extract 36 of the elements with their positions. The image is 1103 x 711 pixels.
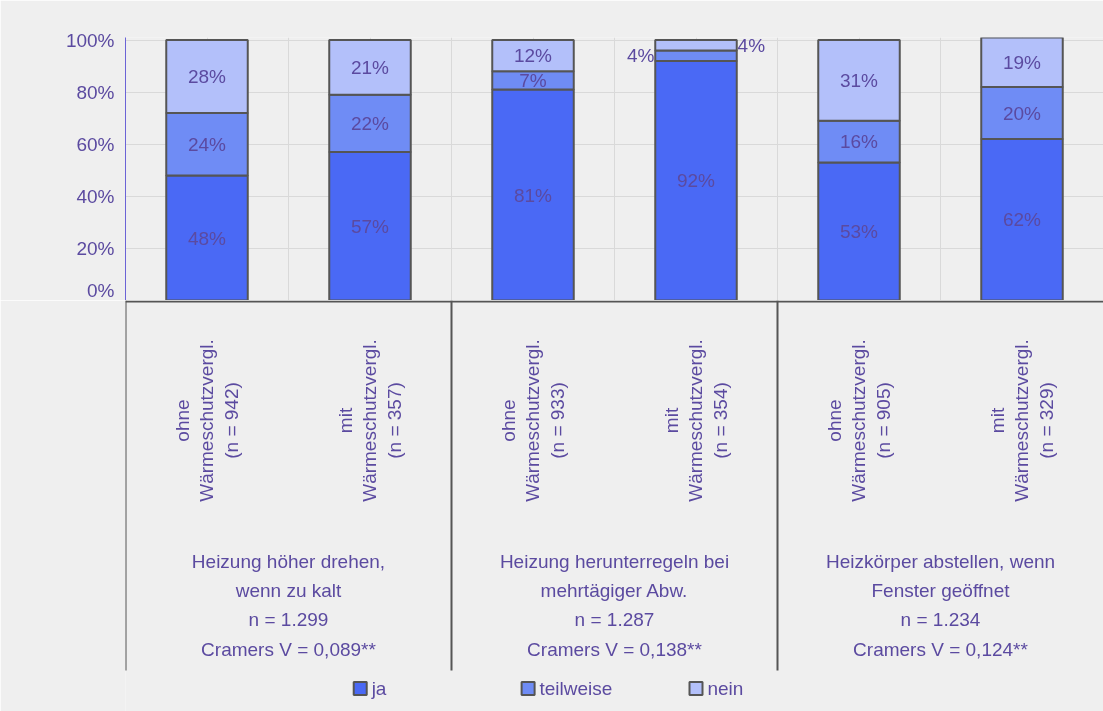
data-label: 53% — [839, 221, 879, 242]
data-label: 81% — [513, 184, 553, 206]
data-label: 19% — [1002, 51, 1042, 73]
data-label: 28% — [187, 66, 227, 88]
text: Heizkörper abstellen, wenn Fenster geöffnet n = 1.234 Cramers V = 0,124** — [825, 550, 1056, 660]
y-tick-label: 20% — [76, 237, 115, 259]
text: Heizung herunterregeln bei mehrtägiger Abw. n = 1.287 Cramers V = 0,138** — [499, 550, 730, 660]
x-tick-label: ohne Wärmeschutzvergl. (n = 905) — [824, 339, 894, 502]
y-tick-label: 0% — [87, 279, 115, 301]
text: Heizung höher drehen, wenn zu kalt n = 1.299 Cramers V = 0,089** — [191, 550, 386, 660]
x-tick-label: mit Wärmeschutzvergl. (n = 329) — [987, 339, 1057, 502]
data-label: 20% — [1002, 102, 1042, 124]
data-label: 48% — [187, 227, 227, 249]
data-label: 12% — [513, 45, 553, 67]
data-label: 16% — [839, 131, 879, 153]
y-tick-label: 60% — [76, 133, 115, 155]
x-tick-label: mit Wärmeschutzvergl. (n = 357) — [335, 339, 405, 502]
data-label: 22% — [350, 112, 390, 134]
y-tick-label: 80% — [76, 81, 115, 103]
y-tick-label: 40% — [76, 185, 115, 207]
legend-label: nein — [707, 678, 744, 699]
data-label: 57% — [350, 215, 390, 237]
data-label: 24% — [187, 133, 227, 155]
data-label: 31% — [839, 69, 879, 91]
x-tick-label: ohne Wärmeschutzvergl. (n = 942) — [172, 339, 242, 502]
data-label: 21% — [350, 56, 390, 78]
data-label: 4% — [626, 45, 655, 67]
data-label: 4% — [737, 34, 766, 56]
data-label: 7% — [519, 69, 547, 91]
y-tick-label: 100% — [65, 29, 115, 51]
legend-label: ja — [370, 678, 387, 699]
legend-label: teilweise — [539, 678, 613, 699]
x-tick-label: mit Wärmeschutzvergl. (n = 354) — [661, 339, 731, 502]
data-label: 92% — [676, 170, 716, 192]
data-label: 62% — [1002, 209, 1042, 231]
x-tick-label: ohne Wärmeschutzvergl. (n = 933) — [498, 339, 568, 502]
